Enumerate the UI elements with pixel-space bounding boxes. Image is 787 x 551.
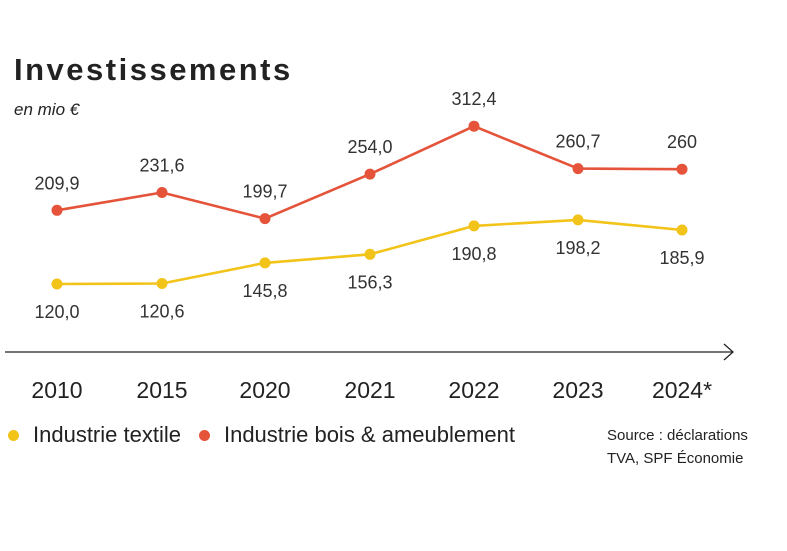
data-point-textile-3 bbox=[364, 248, 376, 260]
x-tick-label-3: 2021 bbox=[344, 377, 395, 403]
source-line-2: TVA, SPF Économie bbox=[607, 450, 744, 467]
data-point-bois-1 bbox=[156, 187, 168, 198]
data-point-textile-4 bbox=[468, 220, 480, 232]
legend-label-textile: Industrie textile bbox=[33, 422, 181, 447]
data-point-bois-6 bbox=[676, 163, 688, 175]
legend-dot-bois bbox=[198, 429, 210, 441]
data-point-textile-1 bbox=[156, 278, 168, 289]
x-tick-label-5: 2023 bbox=[552, 377, 603, 403]
legend-label-bois: Industrie bois & ameublement bbox=[223, 422, 516, 447]
data-point-bois-5 bbox=[572, 163, 584, 175]
x-axis-arrow bbox=[723, 343, 734, 361]
source-note: Source : déclarations TVA, SPF Économie bbox=[607, 424, 782, 470]
legend-dot-textile bbox=[8, 429, 19, 441]
x-tick-label-4: 2022 bbox=[448, 377, 499, 403]
data-label-bois-5: 260,7 bbox=[555, 132, 600, 152]
data-label-textile-3: 156,3 bbox=[347, 272, 392, 292]
legend-item-textile: Industrie textile bbox=[8, 422, 181, 448]
data-label-bois-4: 312,4 bbox=[451, 89, 496, 109]
data-label-bois-1: 231,6 bbox=[139, 156, 184, 176]
data-point-textile-5 bbox=[572, 214, 584, 226]
legend-item-bois: Industrie bois & ameublement bbox=[198, 422, 516, 448]
data-label-bois-3: 254,0 bbox=[347, 137, 392, 157]
data-label-textile-2: 145,8 bbox=[242, 281, 287, 301]
data-point-bois-3 bbox=[364, 168, 376, 180]
data-label-textile-6: 185,9 bbox=[659, 248, 704, 268]
data-label-textile-4: 190,8 bbox=[451, 244, 496, 264]
data-label-textile-0: 120,0 bbox=[34, 302, 79, 322]
data-point-bois-2 bbox=[259, 213, 271, 225]
data-point-textile-6 bbox=[676, 224, 688, 236]
data-point-bois-0 bbox=[51, 204, 63, 216]
data-label-bois-6: 260 bbox=[667, 132, 697, 152]
chart-subtitle: en mio € bbox=[14, 100, 80, 119]
chart-title: Investissements bbox=[14, 52, 293, 87]
data-label-textile-5: 198,2 bbox=[555, 238, 600, 258]
source-line-1: Source : déclarations bbox=[607, 427, 748, 444]
data-label-textile-1: 120,6 bbox=[139, 302, 184, 322]
x-tick-label-6: 2024* bbox=[652, 377, 712, 403]
data-point-textile-0 bbox=[51, 278, 63, 290]
x-tick-label-2: 2020 bbox=[239, 377, 290, 403]
x-tick-label-1: 2015 bbox=[136, 377, 187, 403]
data-label-bois-2: 199,7 bbox=[242, 182, 287, 202]
legend: Industrie textile Industrie bois & ameub… bbox=[8, 422, 533, 448]
data-point-bois-4 bbox=[468, 120, 480, 132]
data-label-bois-0: 209,9 bbox=[34, 173, 79, 193]
x-tick-label-0: 2010 bbox=[31, 377, 82, 403]
data-point-textile-2 bbox=[259, 257, 271, 269]
